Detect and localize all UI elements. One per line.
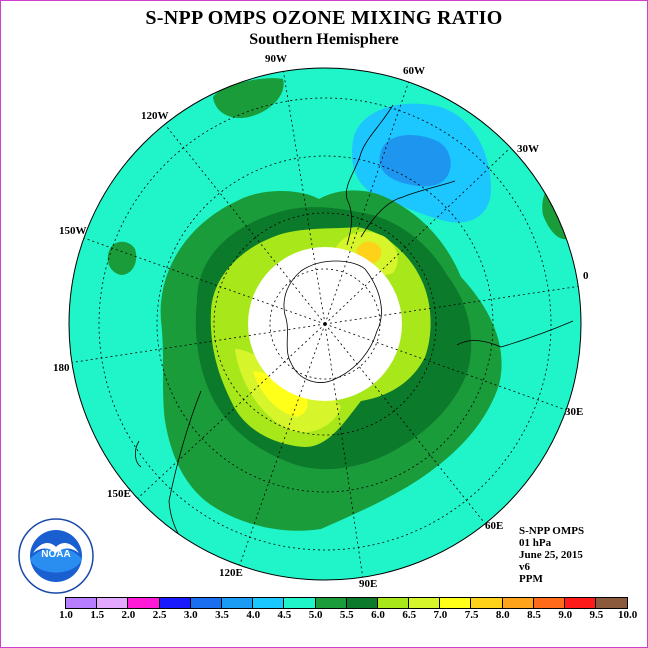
colorbar-swatch	[565, 598, 597, 608]
map-border	[68, 67, 582, 581]
coast-africa	[456, 320, 574, 348]
info-date: June 25, 2015	[519, 549, 583, 561]
colorbar-swatch	[315, 598, 347, 608]
lon-label-180: 180	[53, 362, 70, 374]
edge-patch-30w	[542, 187, 567, 240]
info-version: v6	[519, 561, 530, 573]
colorbar-swatch	[471, 598, 503, 608]
info-units: PPM	[519, 573, 543, 585]
colorbar-tick-label: 9.5	[589, 609, 604, 621]
colorbar-tick-label: 2.0	[121, 609, 136, 621]
colorbar-tick-label: 4.5	[277, 609, 292, 621]
noaa-logo-icon: NOAA	[18, 518, 94, 594]
lon-label-90e: 90E	[359, 578, 377, 590]
coast-south-america-east	[360, 180, 456, 238]
colorbar-tick-label: 5.0	[308, 609, 323, 621]
colorbar-swatch	[377, 598, 410, 608]
colorbar-swatch	[221, 598, 254, 608]
colorbar-tick-label: 1.5	[90, 609, 105, 621]
colorbar-swatch	[346, 598, 378, 608]
colorbar-swatch	[253, 598, 285, 608]
colorbar-tick-label: 9.0	[558, 609, 573, 621]
colorbar-swatch	[190, 598, 222, 608]
page-subtitle: Southern Hemisphere	[249, 31, 399, 48]
colorbar-swatch	[97, 598, 129, 608]
lon-label-150w: 150W	[59, 225, 87, 237]
colorbar-swatch	[502, 598, 534, 608]
lon-label-0: 0	[583, 270, 589, 282]
colorbar-swatch	[440, 598, 472, 608]
info-block: S-NPP OMPS 01 hPa June 25, 2015 v6 PPM	[519, 525, 584, 585]
lon-label-150e: 150E	[107, 488, 131, 500]
lon-label-30w: 30W	[517, 143, 539, 155]
page-title: S-NPP OMPS OZONE MIXING RATIO	[145, 7, 503, 29]
colorbar-swatch	[159, 598, 191, 608]
colorbar-tick-label: 1.0	[59, 609, 73, 621]
colorbar-tick-label: 6.5	[402, 609, 417, 621]
colorbar-swatch	[596, 598, 628, 608]
colorbar-swatch	[533, 598, 565, 608]
colorbar-tick-label: 8.0	[495, 609, 510, 621]
patch-150w	[107, 241, 137, 275]
colorbar-tick-label: 4.0	[246, 609, 261, 621]
colorbar-swatch	[409, 598, 441, 608]
lon-label-30e: 30E	[565, 406, 583, 418]
colorbar-swatch	[284, 598, 316, 608]
map-field	[69, 68, 581, 580]
colorbar-swatch	[66, 598, 98, 608]
contour-7-5	[253, 371, 308, 417]
colorbar-tick-label: 7.5	[464, 609, 479, 621]
colorbar-tick-label: 2.5	[152, 609, 167, 621]
coast-antarctica	[283, 260, 382, 383]
colorbar-tick-label: 3.0	[183, 609, 198, 621]
colorbar-tick-label: 7.0	[433, 609, 448, 621]
colorbar-tick-label: 8.5	[527, 609, 541, 621]
colorbar-swatch	[128, 598, 160, 608]
graticule	[69, 68, 581, 580]
coast-new-zealand	[135, 440, 142, 468]
colorbar-ticks: 1.0 1.5 2.0 2.5 3.0 3.5 4.0 4.5 5.0 5.5 6.0 6.5 7.0 7…	[1, 609, 647, 625]
lon-label-120w: 120W	[141, 110, 169, 122]
colorbar-tick-label: 10.0	[617, 609, 638, 621]
lon-label-90w: 90W	[265, 53, 287, 65]
pole-dot	[323, 322, 327, 326]
info-instrument: S-NPP OMPS	[519, 525, 585, 537]
lon-label-60e: 60E	[485, 520, 503, 532]
longitude-labels: 90W 60W 30W 0 30E 60E 90E 120E 150E 180 …	[53, 53, 589, 590]
noaa-logo-text: NOAA	[41, 549, 70, 560]
coast-south-america	[345, 104, 394, 246]
lon-label-60w: 60W	[403, 65, 425, 77]
colorbar	[65, 597, 629, 609]
lon-label-120e: 120E	[219, 567, 243, 579]
colorbar-tick-label: 5.5	[339, 609, 354, 621]
colorbar-tick-label: 6.0	[371, 609, 385, 621]
info-level: 01 hPa	[519, 537, 552, 549]
low-contour-3-5	[379, 135, 451, 187]
edge-patch-90w	[213, 78, 284, 119]
colorbar-tick-label: 3.5	[215, 609, 229, 621]
